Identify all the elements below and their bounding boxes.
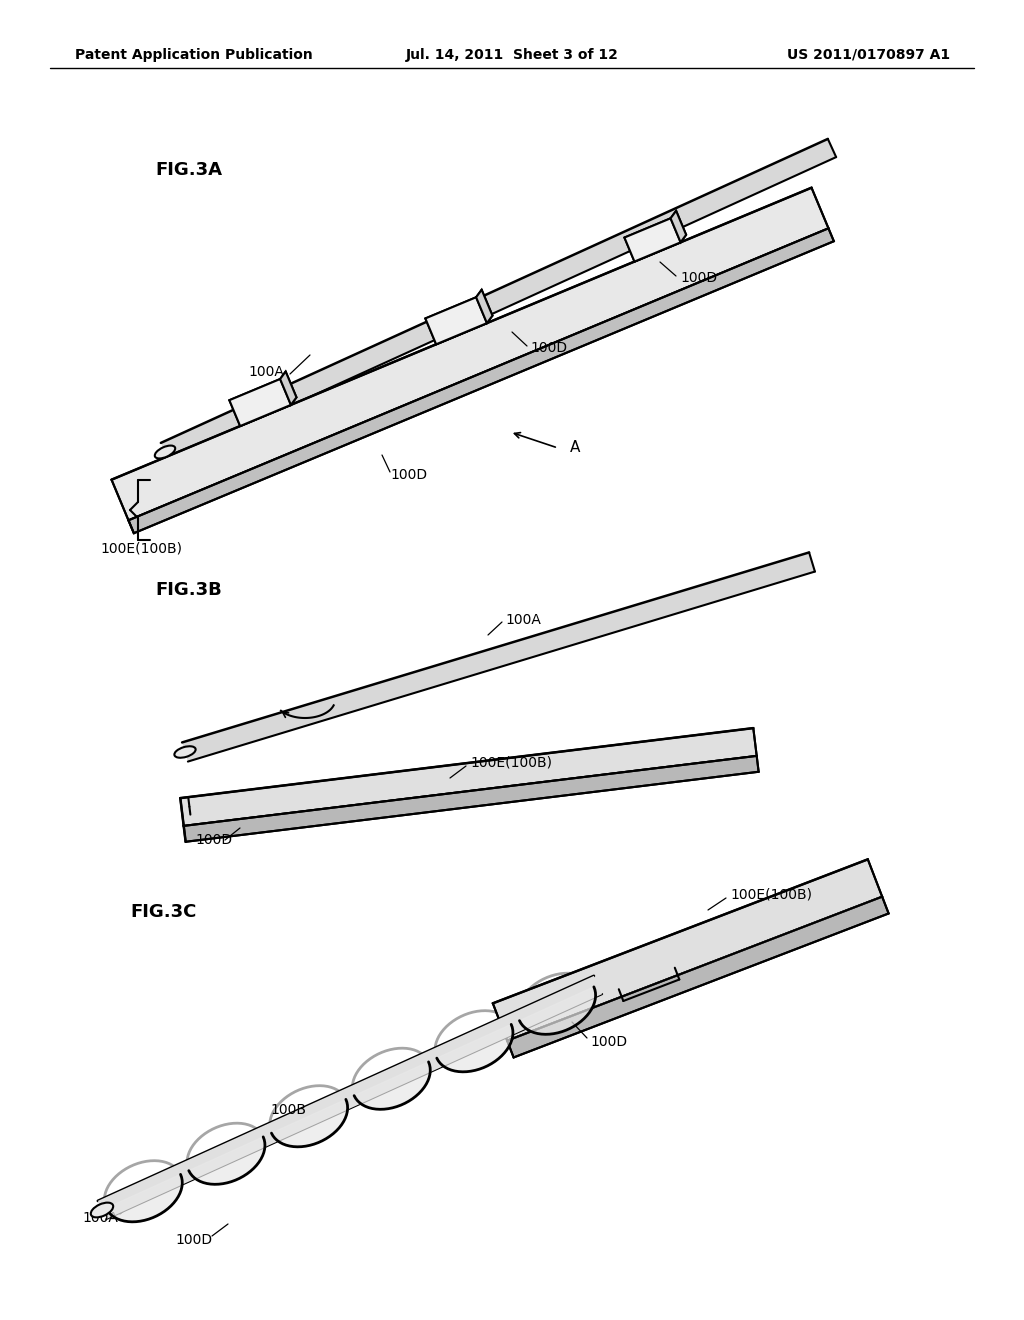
Text: US 2011/0170897 A1: US 2011/0170897 A1 [786, 48, 950, 62]
Text: 100A: 100A [248, 366, 284, 379]
Text: Patent Application Publication: Patent Application Publication [75, 48, 312, 62]
Polygon shape [425, 297, 486, 345]
Polygon shape [354, 1061, 430, 1109]
Text: 100B: 100B [270, 1104, 306, 1117]
Polygon shape [161, 139, 837, 461]
Polygon shape [183, 756, 759, 842]
Polygon shape [476, 290, 493, 323]
Text: Jul. 14, 2011  Sheet 3 of 12: Jul. 14, 2011 Sheet 3 of 12 [406, 48, 618, 62]
Text: 100E(100B): 100E(100B) [100, 541, 182, 554]
Text: 100D: 100D [680, 271, 717, 285]
Polygon shape [98, 975, 602, 1220]
Text: A: A [570, 441, 581, 455]
Polygon shape [271, 1100, 347, 1147]
Polygon shape [625, 218, 681, 261]
Polygon shape [437, 1024, 513, 1072]
Text: 100D: 100D [590, 1035, 627, 1049]
Polygon shape [229, 379, 291, 426]
Polygon shape [671, 211, 686, 243]
Ellipse shape [91, 1203, 114, 1217]
Polygon shape [128, 228, 834, 533]
Polygon shape [281, 371, 296, 405]
Text: 100D: 100D [175, 1233, 212, 1247]
Polygon shape [106, 1175, 182, 1222]
Text: 100A: 100A [505, 612, 541, 627]
Text: 100D: 100D [390, 469, 427, 482]
Polygon shape [188, 1137, 265, 1184]
Text: FIG.3B: FIG.3B [155, 581, 222, 599]
Ellipse shape [155, 446, 175, 458]
Polygon shape [493, 859, 882, 1040]
Text: FIG.3C: FIG.3C [130, 903, 197, 921]
Ellipse shape [174, 746, 196, 758]
Text: 100A: 100A [82, 1210, 118, 1225]
Polygon shape [182, 553, 815, 762]
Polygon shape [180, 729, 757, 826]
Polygon shape [507, 896, 889, 1057]
Polygon shape [112, 187, 828, 520]
Text: 100E(100B): 100E(100B) [730, 888, 812, 902]
Text: 100E(100B): 100E(100B) [470, 756, 552, 770]
Text: 100D: 100D [530, 341, 567, 355]
Text: 100D: 100D [195, 833, 232, 847]
Text: FIG.3A: FIG.3A [155, 161, 222, 180]
Polygon shape [519, 987, 596, 1035]
